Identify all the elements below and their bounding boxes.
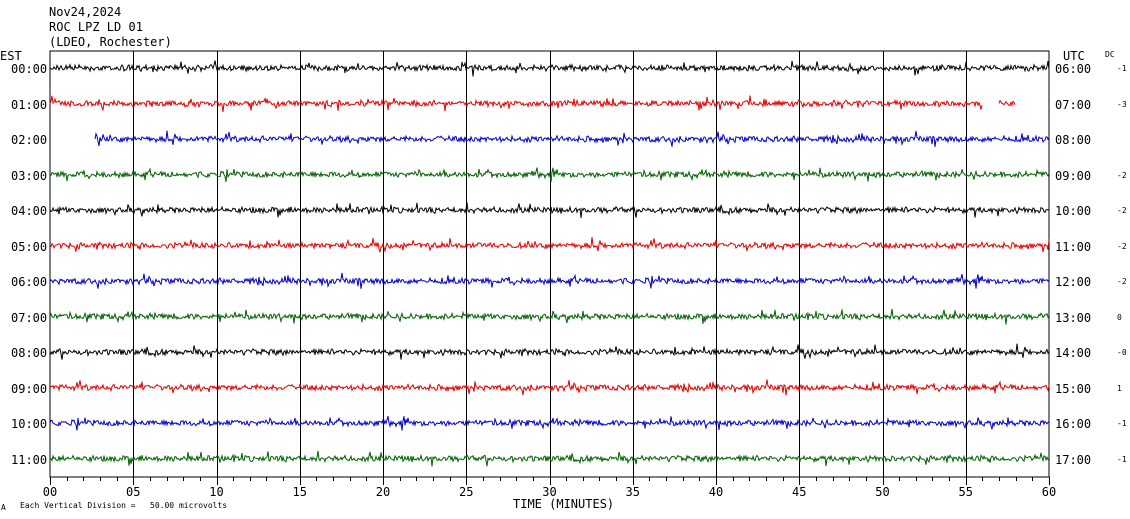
est-hour-label: 02:00	[11, 133, 48, 147]
utc-hour-label: 15:00	[1055, 381, 1092, 396]
utc-hour-label: 06:00	[1055, 62, 1092, 76]
dc-offset-value: -1	[1117, 64, 1127, 73]
dc-offset-value: 0	[1117, 312, 1122, 322]
utc-hour-label: 08:00	[1055, 133, 1092, 147]
seismic-trace	[49, 379, 1050, 396]
seismic-trace	[49, 308, 1050, 325]
right-zone-label: UTC	[1063, 49, 1085, 63]
corner-mark: A	[1, 503, 6, 512]
x-tick-label: 25	[459, 485, 473, 499]
est-hour-label: 07:00	[11, 310, 48, 325]
dc-header: DC	[1105, 50, 1115, 59]
x-tick-label: 50	[875, 485, 889, 499]
est-hour-label: 05:00	[11, 239, 48, 254]
utc-hour-label: 12:00	[1055, 275, 1092, 289]
seismic-trace	[49, 167, 1050, 183]
x-tick-label: 15	[293, 485, 307, 499]
left-zone-label: EST	[0, 49, 22, 63]
x-tick-label: 55	[959, 485, 973, 499]
seismic-trace	[49, 272, 1050, 289]
est-hour-label: 06:00	[11, 275, 48, 289]
dc-offset-value: -2	[1117, 241, 1127, 251]
est-hour-label: 04:00	[11, 204, 48, 218]
est-hour-label: 09:00	[11, 381, 48, 396]
seismic-trace	[49, 60, 1050, 77]
est-hour-label: 03:00	[11, 168, 48, 183]
dc-offset-value: -2	[1117, 170, 1127, 180]
utc-hour-label: 17:00	[1055, 452, 1092, 467]
dc-offset-value: -1	[1117, 454, 1127, 464]
x-axis-title: TIME (MINUTES)	[513, 497, 615, 511]
seismic-trace	[49, 415, 1050, 431]
seismic-trace	[998, 99, 1016, 107]
x-tick-label: 05	[126, 485, 140, 499]
utc-hour-label: 16:00	[1055, 417, 1092, 431]
dc-offset-value: -0	[1117, 348, 1127, 357]
network-name: (LDEO, Rochester)	[49, 35, 172, 49]
seismic-trace	[49, 343, 1050, 360]
plot-frame	[49, 50, 1050, 478]
x-tick-label: 40	[709, 485, 723, 499]
seismic-trace	[49, 237, 1050, 253]
x-tick-label: 30	[542, 485, 556, 499]
seismic-trace	[94, 130, 1050, 147]
x-tick-label: 45	[792, 485, 806, 499]
vertical-division-note: Each Vertical Division = 50.00 microvolt…	[20, 501, 228, 510]
est-hour-label: 01:00	[11, 97, 48, 112]
utc-hour-label: 11:00	[1055, 239, 1092, 254]
est-hour-label: 00:00	[11, 62, 48, 76]
est-hour-label: 08:00	[11, 346, 48, 360]
utc-hour-label: 09:00	[1055, 168, 1092, 183]
seismic-trace	[49, 450, 1050, 467]
x-tick-label: 35	[626, 485, 640, 499]
dc-offset-value: -3	[1117, 99, 1127, 109]
x-tick-label: 10	[209, 485, 223, 499]
dc-offset-value: 1	[1117, 383, 1122, 393]
x-tick-label: 00	[43, 485, 57, 499]
dc-offset-value: -2	[1117, 206, 1127, 215]
x-tick-label: 20	[376, 485, 390, 499]
record-date: Nov24,2024	[49, 5, 122, 19]
dc-offset-value: -2	[1117, 277, 1127, 286]
est-hour-label: 10:00	[11, 417, 48, 431]
seismic-trace	[49, 95, 983, 112]
utc-hour-label: 07:00	[1055, 97, 1092, 112]
seismic-trace	[49, 202, 1050, 219]
x-tick-label: 60	[1042, 485, 1056, 499]
dc-offset-value: -1	[1117, 419, 1127, 428]
utc-hour-label: 10:00	[1055, 204, 1092, 218]
station-code: ROC LPZ LD 01	[49, 20, 143, 34]
est-hour-label: 11:00	[11, 452, 48, 467]
utc-hour-label: 13:00	[1055, 310, 1092, 325]
utc-hour-label: 14:00	[1055, 346, 1092, 360]
